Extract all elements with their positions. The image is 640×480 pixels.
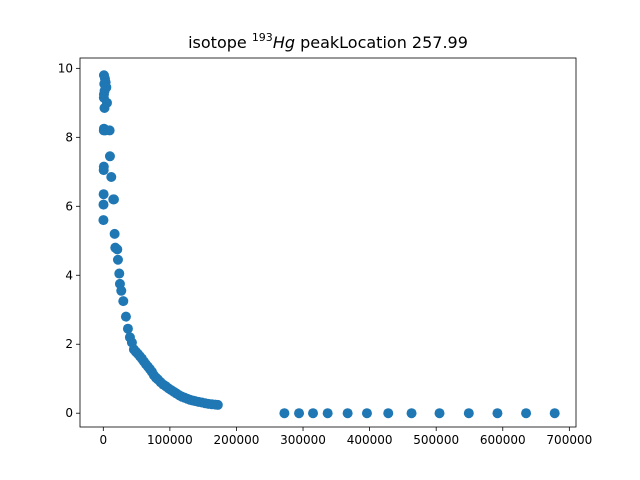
chart-title-italic: Hg bbox=[273, 33, 295, 52]
data-point bbox=[98, 189, 109, 200]
chart-title-prefix: isotope bbox=[188, 33, 252, 52]
y-tick-label: 10 bbox=[58, 61, 73, 75]
x-tick-label: 0 bbox=[99, 433, 107, 447]
y-tick-label: 4 bbox=[65, 268, 73, 282]
x-tick-label: 500000 bbox=[413, 433, 459, 447]
x-tick-label: 200000 bbox=[214, 433, 260, 447]
data-point bbox=[108, 194, 119, 205]
data-point bbox=[463, 408, 474, 419]
data-point bbox=[118, 296, 129, 307]
data-point bbox=[98, 199, 109, 210]
data-points bbox=[98, 70, 560, 419]
data-point bbox=[112, 244, 123, 255]
y-tick-label: 6 bbox=[65, 199, 73, 213]
data-point bbox=[112, 254, 123, 265]
y-axis: 0 2 4 6 8 10 bbox=[58, 61, 80, 420]
data-point bbox=[109, 228, 120, 239]
data-point bbox=[294, 408, 305, 419]
data-point bbox=[342, 408, 353, 419]
x-axis: 0 100000 200000 300000 400000 500000 600000 700… bbox=[99, 427, 592, 447]
y-tick-label: 2 bbox=[65, 337, 73, 351]
data-point bbox=[98, 215, 109, 226]
x-tick-label: 100000 bbox=[147, 433, 193, 447]
data-point bbox=[406, 408, 417, 419]
data-point bbox=[104, 125, 115, 136]
data-point bbox=[434, 408, 445, 419]
x-tick-label: 700000 bbox=[546, 433, 592, 447]
data-point bbox=[122, 323, 133, 334]
data-point bbox=[114, 268, 125, 279]
chart-title-suffix: peakLocation 257.99 bbox=[295, 33, 468, 52]
chart-title: isotope 193Hg peakLocation 257.99 bbox=[188, 31, 468, 52]
data-point bbox=[98, 165, 109, 176]
y-tick-label: 0 bbox=[65, 406, 73, 420]
data-point bbox=[106, 171, 117, 182]
data-point bbox=[322, 408, 333, 419]
data-point bbox=[383, 408, 394, 419]
x-tick-label: 400000 bbox=[347, 433, 393, 447]
data-point bbox=[120, 311, 131, 322]
x-tick-label: 600000 bbox=[480, 433, 526, 447]
data-point bbox=[361, 408, 372, 419]
chart-title-superscript: 193 bbox=[252, 31, 273, 44]
data-point bbox=[104, 151, 115, 162]
y-tick-label: 8 bbox=[65, 130, 73, 144]
data-point bbox=[279, 408, 290, 419]
data-point bbox=[116, 285, 127, 296]
data-point bbox=[521, 408, 532, 419]
data-point bbox=[492, 408, 503, 419]
data-point bbox=[308, 408, 319, 419]
x-tick-label: 300000 bbox=[280, 433, 326, 447]
axes-frame bbox=[79, 57, 577, 428]
data-point bbox=[99, 103, 110, 114]
data-point bbox=[212, 399, 223, 410]
data-point bbox=[549, 408, 560, 419]
